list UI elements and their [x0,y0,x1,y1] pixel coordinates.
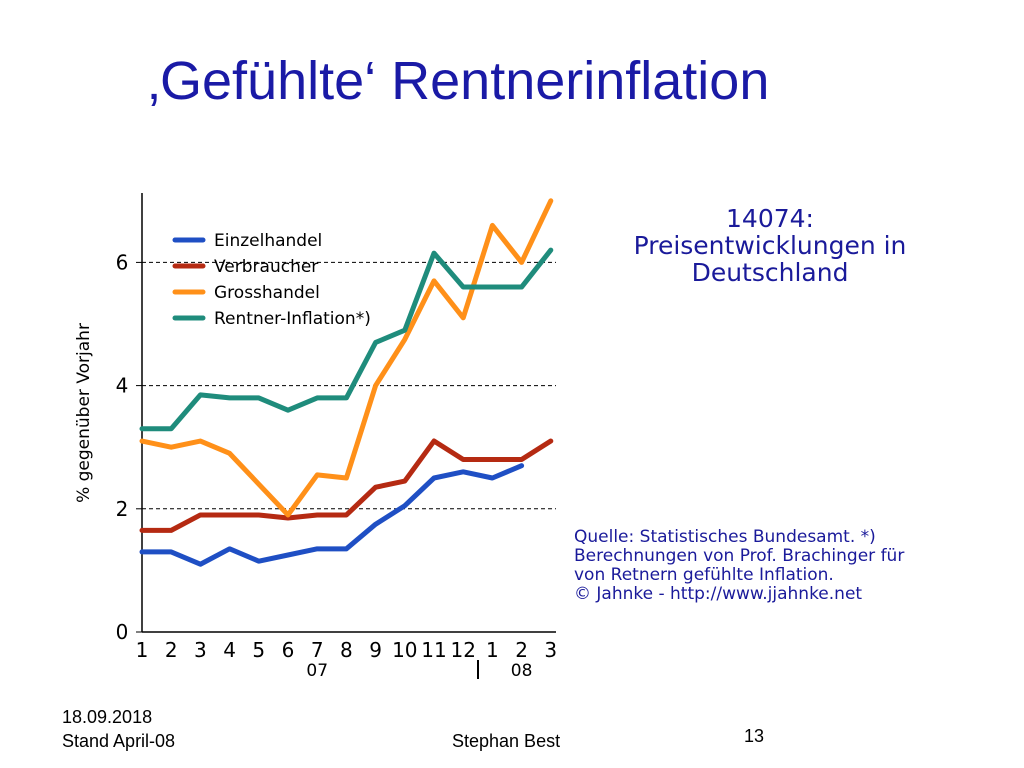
x-tick-label: 2 [515,638,528,662]
y-tick-label-0: 0 [116,620,129,644]
year-label-08: 08 [511,661,533,681]
series-line-verbraucher [139,438,554,533]
x-tick-label: 6 [282,638,295,662]
chart-headline: 14074: Preisentwicklungen in Deutschland [590,205,950,286]
x-tick-label: 10 [392,638,417,662]
headline-line-1: 14074: [726,204,814,233]
source-line-2: Berechnungen von Prof. Brachinger für [574,546,905,566]
legend-label-einzelhandel: Einzelhandel [214,231,322,251]
legend-label-verbraucher: Verbraucher [214,257,318,277]
y-axis-label: % gegenüber Vorjahr [74,323,94,503]
x-tick-label: 1 [486,638,499,662]
x-tick-label: 9 [369,638,382,662]
source-line-4: © Jahnke - http://www.jjahnke.net [574,584,863,604]
y-tick-label-4: 4 [116,374,129,398]
x-tick-label: 11 [421,638,446,662]
source-note: Quelle: Statistisches Bundesamt. *) Bere… [574,528,904,604]
series-line-rentner-inflation [139,247,554,432]
series-line-einzelhandel [139,463,525,567]
footer-author: Stephan Best [452,731,561,751]
x-tick-label: 1 [136,638,149,662]
x-tick-label: 4 [223,638,236,662]
x-tick-label: 7 [311,638,324,662]
y-tick-label-2: 2 [116,497,129,521]
headline-line-3: Deutschland [691,258,849,287]
legend-label-grosshandel: Grosshandel [214,283,320,303]
y-tick-label-6: 6 [116,250,129,274]
source-line-3: von Retnern gefühlte Inflation. [574,565,834,585]
x-tick-label: 8 [340,638,353,662]
x-tick-label: 3 [544,638,557,662]
x-tick-label: 3 [194,638,207,662]
footer-stand: Stand April-08 [62,731,176,751]
x-tick-label: 2 [165,638,178,662]
footer-date: 18.09.2018 [62,707,153,727]
headline-line-2: Preisentwicklungen in [633,231,907,260]
year-label-07: 07 [306,661,328,681]
x-tick-label: 5 [252,638,265,662]
source-line-1: Quelle: Statistisches Bundesamt. *) [574,527,876,547]
x-tick-label: 12 [450,638,475,662]
footer-page-number: 13 [744,726,765,746]
legend-label-rentner-inflation: Rentner-Inflation*) [214,309,371,329]
series-line-grosshandel [139,198,554,518]
slide-title: ‚Gefühlte‘ Rentnerinflation [148,51,770,111]
